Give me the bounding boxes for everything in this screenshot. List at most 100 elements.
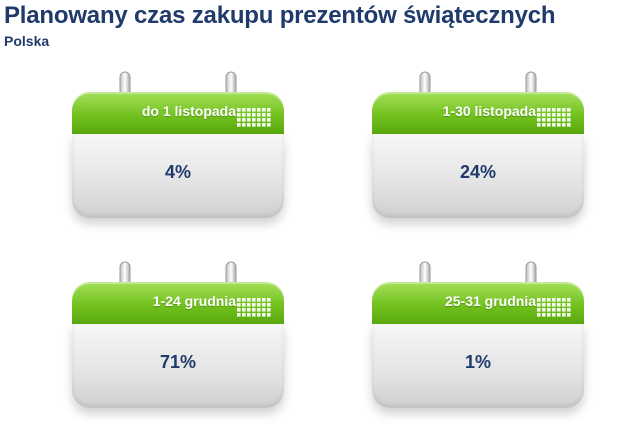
grid-cell <box>262 118 266 122</box>
grid-cell <box>547 118 551 122</box>
grid-cell <box>257 313 261 317</box>
grid-cell <box>247 298 251 302</box>
grid-cell <box>237 303 241 307</box>
grid-cell <box>262 313 266 317</box>
grid-cell <box>267 108 271 112</box>
grid-cell <box>237 108 241 112</box>
grid-cell <box>252 113 256 117</box>
grid-cell <box>252 298 256 302</box>
grid-cell <box>552 118 556 122</box>
grid-cell <box>547 113 551 117</box>
grid-cell <box>542 118 546 122</box>
grid-cell <box>567 113 571 117</box>
grid-cell <box>542 303 546 307</box>
grid-cell <box>547 308 551 312</box>
grid-cell <box>247 108 251 112</box>
grid-cell <box>567 118 571 122</box>
calendar-body <box>72 134 284 218</box>
grid-cell <box>562 113 566 117</box>
grid-cell <box>557 308 561 312</box>
grid-cell <box>242 113 246 117</box>
calendar-grid-icon <box>537 108 571 127</box>
grid-cell <box>557 113 561 117</box>
grid-cell <box>262 123 266 127</box>
grid-cell <box>542 108 546 112</box>
grid-cell <box>237 123 241 127</box>
grid-cell <box>262 113 266 117</box>
grid-cell <box>257 298 261 302</box>
grid-cell <box>242 303 246 307</box>
grid-cell <box>552 303 556 307</box>
grid-cell <box>552 123 556 127</box>
grid-cell <box>552 308 556 312</box>
calendar-body <box>372 324 584 408</box>
calendar-card: 25-31 grudnia 1% <box>372 260 584 412</box>
calendar-grid-icon <box>237 298 271 317</box>
calendar-grid-icon <box>237 108 271 127</box>
grid-cell <box>537 113 541 117</box>
grid-cell <box>262 298 266 302</box>
grid-cell <box>262 108 266 112</box>
grid-cell <box>257 303 261 307</box>
grid-cell <box>267 123 271 127</box>
grid-cell <box>537 108 541 112</box>
calendar-card: do 1 listopada 4% <box>72 70 284 222</box>
value-label: 71% <box>159 352 197 372</box>
grid-cell <box>237 298 241 302</box>
grid-cell <box>252 308 256 312</box>
grid-cell <box>252 123 256 127</box>
grid-cell <box>552 113 556 117</box>
grid-cell <box>257 108 261 112</box>
grid-cell <box>242 108 246 112</box>
grid-cell <box>557 123 561 127</box>
grid-cell <box>267 303 271 307</box>
calendar-card: 1-24 grudnia 71% <box>72 260 284 412</box>
grid-cell <box>242 118 246 122</box>
grid-cell <box>562 313 566 317</box>
grid-cell <box>542 308 546 312</box>
grid-cell <box>552 298 556 302</box>
grid-cell <box>267 113 271 117</box>
grid-cell <box>252 313 256 317</box>
grid-cell <box>537 298 541 302</box>
grid-cell <box>242 298 246 302</box>
grid-cell <box>547 298 551 302</box>
grid-cell <box>257 308 261 312</box>
grid-cell <box>562 108 566 112</box>
grid-cell <box>557 298 561 302</box>
grid-cell <box>247 313 251 317</box>
grid-cell <box>552 313 556 317</box>
grid-cell <box>557 313 561 317</box>
grid-cell <box>267 313 271 317</box>
grid-cell <box>237 118 241 122</box>
grid-cell <box>537 118 541 122</box>
grid-cell <box>542 113 546 117</box>
grid-cell <box>542 123 546 127</box>
grid-cell <box>252 303 256 307</box>
grid-cell <box>267 308 271 312</box>
grid-cell <box>537 123 541 127</box>
calendar-grid-icon <box>537 298 571 317</box>
grid-cell <box>547 123 551 127</box>
grid-cell <box>247 113 251 117</box>
grid-cell <box>237 308 241 312</box>
grid-cell <box>242 313 246 317</box>
period-label: 1-24 grudnia <box>152 293 236 309</box>
value-label: 4% <box>164 162 191 182</box>
grid-cell <box>247 118 251 122</box>
calendar-body <box>72 324 284 408</box>
grid-cell <box>267 298 271 302</box>
grid-cell <box>562 308 566 312</box>
grid-cell <box>537 313 541 317</box>
grid-cell <box>242 308 246 312</box>
grid-cell <box>547 108 551 112</box>
value-label: 1% <box>464 352 491 372</box>
grid-cell <box>247 303 251 307</box>
grid-cell <box>567 303 571 307</box>
grid-cell <box>542 313 546 317</box>
grid-cell <box>262 303 266 307</box>
grid-cell <box>537 308 541 312</box>
value-label: 24% <box>459 162 497 182</box>
grid-cell <box>257 123 261 127</box>
grid-cell <box>257 118 261 122</box>
